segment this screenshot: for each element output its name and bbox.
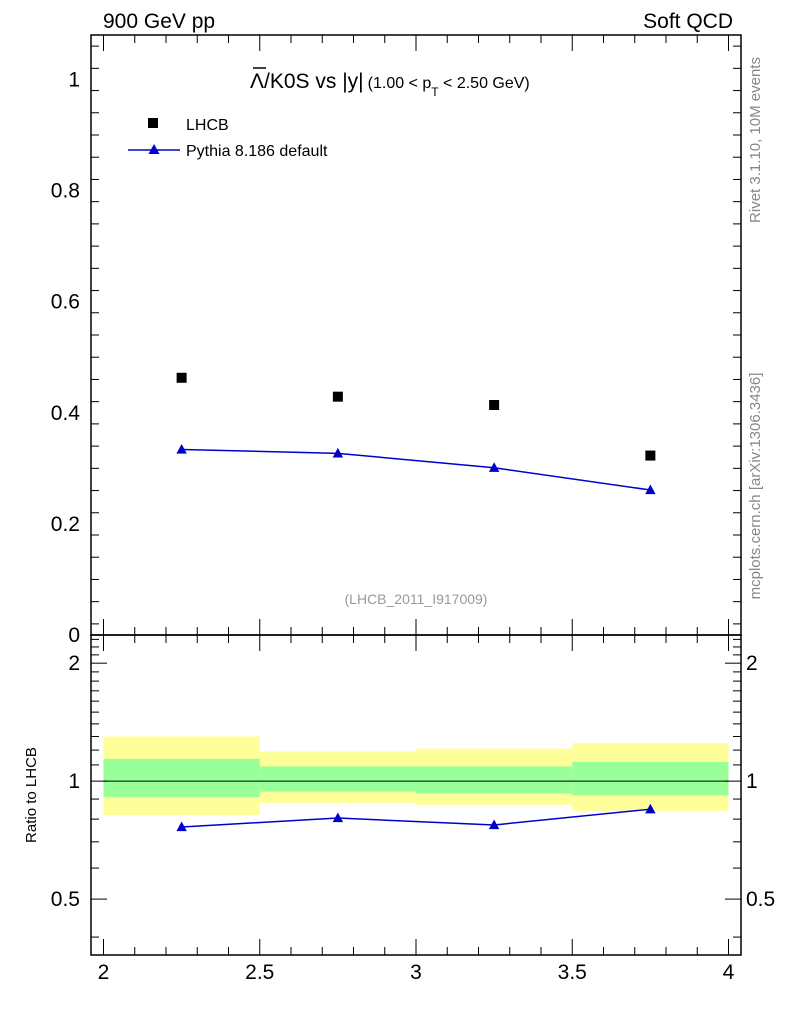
- title-range-post: < 2.50 GeV): [439, 75, 530, 92]
- ratio-y-tick-label-right: 0.5: [746, 888, 775, 911]
- title-range-sub: T: [431, 85, 439, 99]
- ratio-x-ticks: 2 2.5 3 3.5 4: [98, 635, 735, 984]
- main-y-tick-label: 0.8: [51, 180, 80, 203]
- legend-data-label: LHCB: [186, 117, 229, 134]
- main-y-tick-label: 1: [68, 68, 80, 91]
- data-point: [176, 372, 187, 383]
- ratio-x-tick-label: 3.5: [558, 961, 587, 984]
- main-y-zero-label: 0: [68, 624, 80, 647]
- mc-point: [332, 447, 344, 458]
- ratio-y-tick-label-right: 1: [746, 770, 758, 793]
- main-y-tick-label: 0.4: [51, 402, 81, 425]
- mc-ratio-point: [645, 803, 656, 814]
- ratio-x-tick-label: 3: [410, 961, 422, 984]
- ratio-band-inner-bin: [572, 761, 729, 796]
- main-y-ticks: 0.2 0.4 0.6 0.8 1: [51, 45, 741, 625]
- data-series-main: [176, 372, 656, 461]
- mc-point: [488, 462, 500, 472]
- title-main: Λ/K0S vs |y|: [250, 70, 364, 93]
- header-right: Soft QCD: [643, 10, 733, 33]
- ratio-y-tick-label: 2: [68, 652, 80, 675]
- header-left: 900 GeV pp: [103, 10, 215, 33]
- plot-title: Λ/K0S vs |y| (1.00 < pT < 2.50 GeV): [250, 70, 530, 99]
- data-point: [645, 450, 656, 461]
- mc-ratio-line: [181, 808, 651, 828]
- main-y-tick-label: 0.6: [51, 291, 80, 314]
- legend-data-marker: [148, 118, 158, 128]
- data-point: [489, 400, 500, 410]
- mcplots-label: mcplots.cern.ch [arXiv:1306.3436]: [747, 373, 764, 600]
- ratio-y-tick-label: 1: [68, 770, 80, 793]
- ratio-y-tick-label: 0.5: [51, 888, 80, 911]
- ratio-x-tick-label: 4: [723, 961, 735, 984]
- mc-point: [645, 484, 656, 495]
- mc-series-ratio: [176, 803, 656, 832]
- ratio-band-inner-bin: [259, 766, 416, 792]
- mc-point: [176, 443, 187, 454]
- title-range-pre: (1.00 < p: [368, 75, 432, 92]
- ratio-x-tick-label: 2: [98, 961, 110, 984]
- ratio-band-inner-bin: [103, 758, 260, 798]
- ratio-ylabel: Ratio to LHCB: [23, 747, 40, 843]
- mc-ratio-point: [488, 819, 500, 830]
- legend-mc-label: Pythia 8.186 default: [186, 143, 328, 160]
- ratio-x-tick-label: 2.5: [245, 961, 274, 984]
- legend-mc-marker: [148, 144, 160, 154]
- mc-line: [181, 448, 651, 491]
- mc-ratio-point: [332, 812, 344, 823]
- ratio-y-tick-label-right: 2: [746, 652, 758, 675]
- mc-ratio-point: [176, 821, 187, 832]
- ratio-y-ticks: 0.5 0.5 1 1 2 2: [51, 638, 775, 938]
- data-point: [332, 391, 343, 402]
- analysis-id: (LHCB_2011_I917009): [345, 591, 488, 607]
- ratio-band-inner: [103, 758, 729, 798]
- mc-series-main: [176, 443, 656, 495]
- main-x-ticks: [103, 35, 729, 635]
- ratio-band-inner-bin: [416, 766, 573, 794]
- rivet-label: Rivet 3.1.10, 10M events: [747, 57, 764, 223]
- main-y-tick-label: 0.2: [51, 513, 80, 536]
